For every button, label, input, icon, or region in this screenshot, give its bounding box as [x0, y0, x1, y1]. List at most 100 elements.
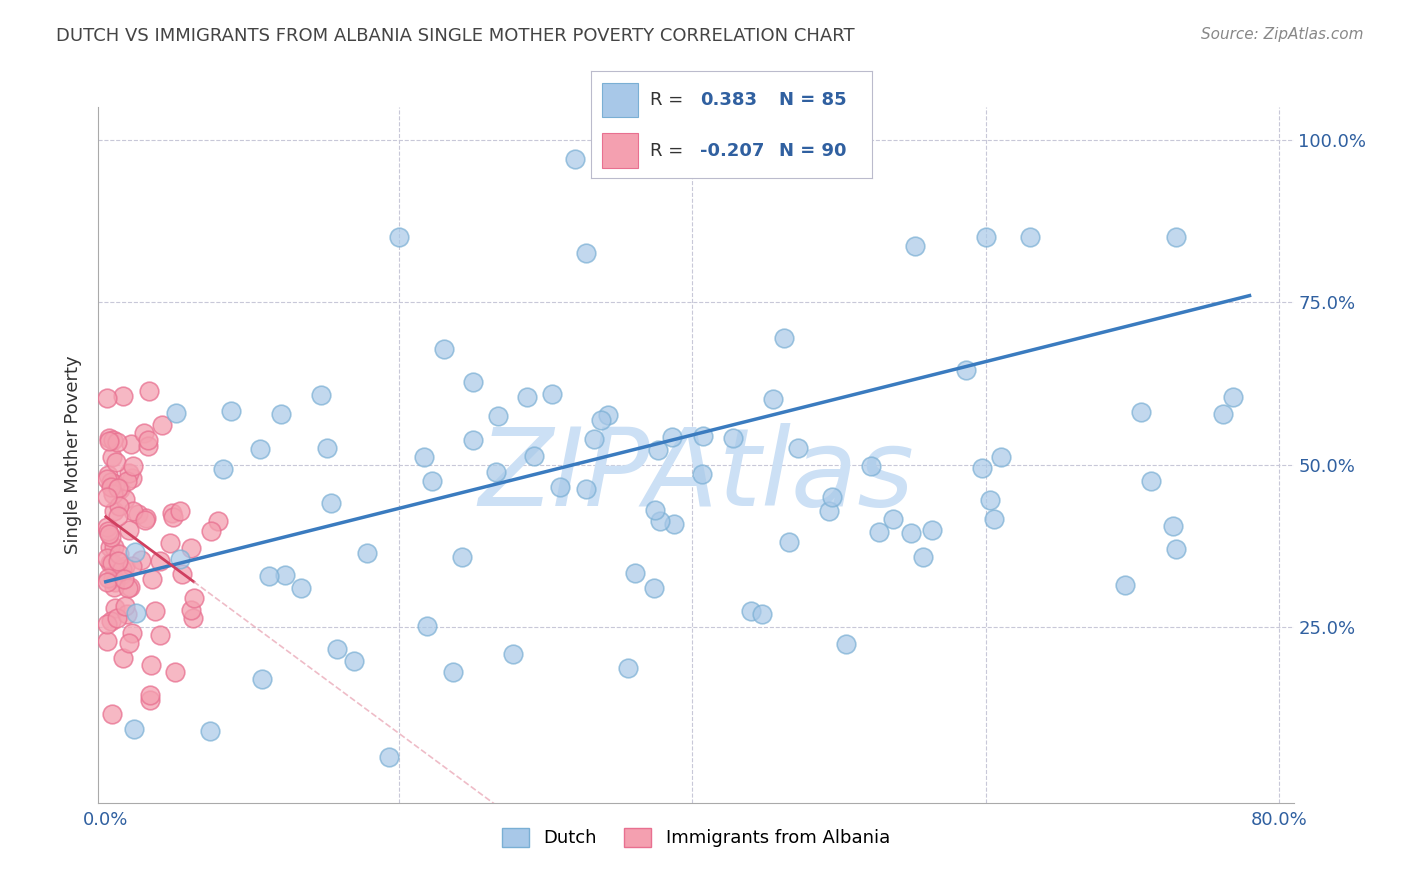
- Point: [114, 491, 136, 506]
- Point: [1166, 230, 1188, 244]
- Point: [979, 493, 1001, 508]
- Point: [502, 647, 524, 661]
- Point: [647, 442, 669, 457]
- Text: N = 85: N = 85: [779, 91, 846, 109]
- Point: [762, 392, 785, 406]
- Point: [183, 611, 205, 625]
- Point: [904, 239, 927, 253]
- Point: [107, 508, 129, 523]
- Point: [207, 515, 229, 529]
- Point: [740, 604, 762, 618]
- Point: [485, 465, 508, 479]
- Point: [624, 566, 647, 580]
- Point: [1222, 390, 1244, 404]
- Point: [661, 430, 683, 444]
- Text: R =: R =: [650, 91, 683, 109]
- Point: [835, 637, 858, 651]
- Point: [139, 693, 162, 707]
- Point: [149, 554, 172, 568]
- Point: [821, 490, 844, 504]
- Point: [751, 607, 773, 621]
- Point: [443, 665, 465, 679]
- Point: [121, 626, 143, 640]
- Point: [100, 530, 122, 544]
- Point: [911, 550, 934, 565]
- Point: [356, 546, 378, 560]
- Point: [183, 591, 205, 605]
- Point: [96, 472, 118, 486]
- Point: [486, 409, 509, 423]
- Point: [103, 504, 125, 518]
- Point: [598, 408, 620, 422]
- Point: [143, 604, 166, 618]
- Point: [378, 750, 401, 764]
- Point: [139, 658, 162, 673]
- Point: [96, 551, 118, 566]
- Point: [990, 450, 1012, 464]
- Point: [108, 482, 131, 496]
- Point: [319, 496, 342, 510]
- Y-axis label: Single Mother Poverty: Single Mother Poverty: [65, 356, 83, 554]
- Point: [412, 450, 434, 464]
- Point: [136, 433, 159, 447]
- Point: [118, 580, 141, 594]
- Point: [180, 603, 202, 617]
- Text: R =: R =: [650, 142, 683, 160]
- Point: [117, 523, 139, 537]
- Point: [219, 404, 242, 418]
- Point: [117, 467, 139, 481]
- Point: [101, 450, 124, 464]
- Point: [103, 580, 125, 594]
- Point: [129, 553, 152, 567]
- Point: [420, 474, 443, 488]
- Point: [900, 526, 922, 541]
- Point: [112, 389, 135, 403]
- Point: [135, 510, 157, 524]
- Point: [104, 574, 127, 589]
- Point: [96, 391, 118, 405]
- Point: [121, 559, 143, 574]
- Point: [112, 650, 135, 665]
- Point: [200, 723, 222, 738]
- Point: [138, 384, 160, 398]
- Point: [120, 437, 142, 451]
- Point: [103, 487, 125, 501]
- Point: [150, 417, 173, 432]
- Point: [575, 245, 598, 260]
- Text: DUTCH VS IMMIGRANTS FROM ALBANIA SINGLE MOTHER POVERTY CORRELATION CHART: DUTCH VS IMMIGRANTS FROM ALBANIA SINGLE …: [56, 27, 855, 45]
- Point: [972, 461, 994, 475]
- Point: [1129, 405, 1152, 419]
- Point: [548, 480, 571, 494]
- Point: [644, 503, 666, 517]
- Point: [860, 459, 883, 474]
- Point: [127, 507, 149, 521]
- Point: [868, 525, 890, 540]
- Point: [108, 547, 131, 561]
- Point: [342, 654, 364, 668]
- Point: [461, 375, 484, 389]
- Point: [114, 599, 136, 614]
- Point: [100, 480, 122, 494]
- Point: [97, 527, 120, 541]
- Point: [118, 635, 141, 649]
- Point: [200, 524, 222, 538]
- Point: [100, 475, 122, 489]
- Point: [114, 559, 136, 574]
- Point: [104, 477, 127, 491]
- Point: [388, 230, 411, 244]
- Point: [111, 561, 134, 575]
- Point: [101, 556, 124, 570]
- Point: [105, 455, 128, 469]
- Point: [122, 722, 145, 736]
- Point: [107, 499, 129, 513]
- Point: [97, 571, 120, 585]
- Point: [983, 511, 1005, 525]
- Point: [540, 387, 562, 401]
- Point: [1018, 230, 1040, 244]
- Point: [516, 391, 538, 405]
- Point: [141, 572, 163, 586]
- Point: [1212, 407, 1234, 421]
- Point: [616, 661, 638, 675]
- Point: [692, 429, 714, 443]
- Point: [105, 610, 128, 624]
